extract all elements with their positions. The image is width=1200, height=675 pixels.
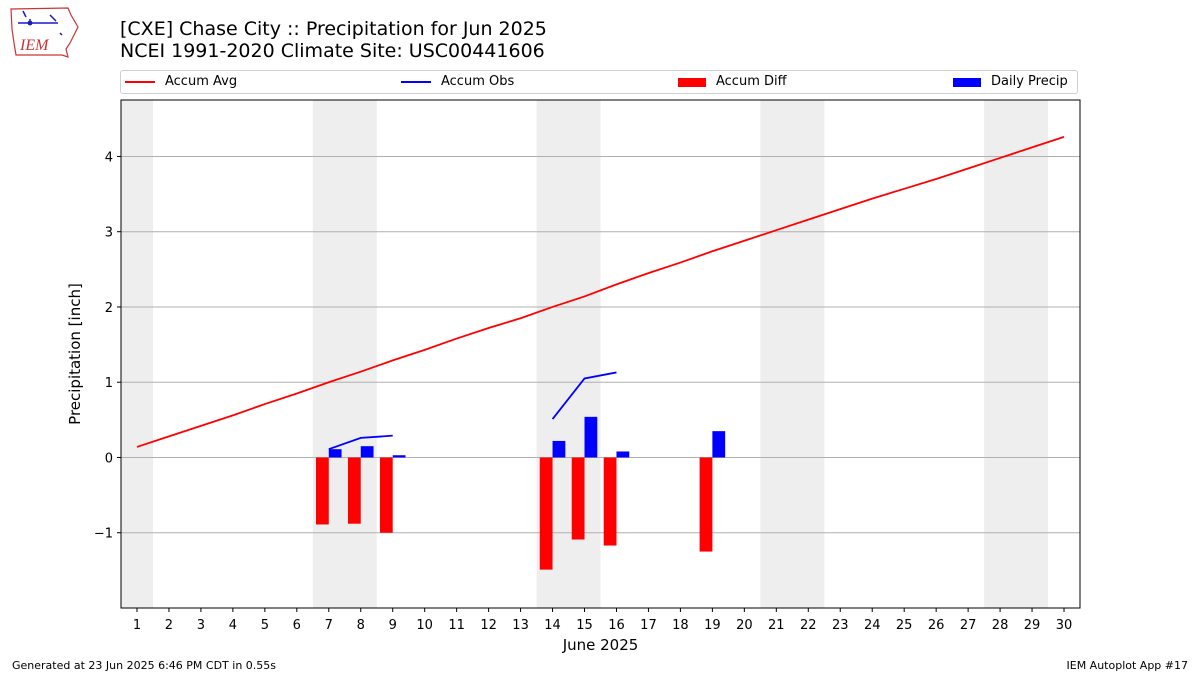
daily-precip-bar (552, 440, 566, 458)
x-tick-label: 2 (165, 618, 173, 633)
x-tick-label: 14 (544, 618, 561, 633)
x-tick-label: 27 (960, 618, 977, 633)
x-tick-label: 10 (416, 618, 433, 633)
legend-label: Daily Precip (991, 74, 1068, 89)
legend-swatch (953, 77, 981, 87)
legend-item-daily-precip: Daily Precip (953, 74, 1068, 90)
x-tick-label: 21 (768, 618, 785, 633)
chart-title: [CXE] Chase City :: Precipitation for Ju… (120, 18, 547, 62)
legend-item-accum-avg: Accum Avg (125, 74, 237, 90)
plot-frame (120, 99, 1081, 609)
x-tick-label: 19 (704, 618, 721, 633)
x-tick-label: 26 (928, 618, 945, 633)
x-tick-label: 28 (992, 618, 1009, 633)
legend-label: Accum Obs (441, 74, 515, 89)
footer-app: IEM Autoplot App #17 (1066, 659, 1189, 672)
x-tick-label: 9 (389, 618, 397, 633)
legend-item-accum-diff: Accum Diff (678, 74, 787, 90)
x-tick-label: 4 (229, 618, 237, 633)
legend-label: Accum Avg (165, 74, 238, 89)
x-tick-label: 20 (736, 618, 753, 633)
x-tick-label: 15 (576, 618, 593, 633)
y-tick-label: 2 (105, 301, 113, 316)
legend-label: Accum Diff (716, 74, 787, 89)
x-tick-label: 6 (293, 618, 301, 633)
accum-diff-bar (539, 457, 553, 570)
iem-logo-text: IEM (19, 37, 50, 54)
y-axis-label: Precipitation [inch] (66, 283, 84, 425)
x-tick-label: 22 (800, 618, 817, 633)
x-tick-label: 11 (448, 618, 465, 633)
x-tick-label: 13 (512, 618, 529, 633)
daily-precip-bar (328, 449, 342, 458)
y-tick-label: 4 (105, 150, 113, 165)
daily-precip-bar (360, 446, 374, 458)
x-tick-label: 8 (357, 618, 365, 633)
accum-diff-bar (571, 457, 585, 540)
accum-diff-bar (347, 457, 361, 524)
accum-diff-bar (315, 457, 329, 525)
x-tick-label: 29 (1024, 618, 1041, 633)
x-tick-label: 1 (133, 618, 141, 633)
daily-precip-bar (712, 431, 726, 458)
x-axis-label: June 2025 (562, 636, 639, 654)
y-tick-label: −1 (94, 527, 113, 542)
daily-precip-bar (584, 416, 598, 458)
x-tick-label: 7 (325, 618, 333, 633)
y-tick-label: 3 (105, 226, 113, 241)
iowa-outline-icon (10, 7, 79, 58)
x-tick-label: 16 (608, 618, 625, 633)
x-tick-label: 3 (197, 618, 205, 633)
x-tick-label: 18 (672, 618, 689, 633)
accum-diff-bar (379, 457, 393, 533)
x-tick-label: 23 (832, 618, 849, 633)
y-tick-label: 0 (105, 451, 113, 466)
y-tick-label: 1 (105, 376, 113, 391)
x-tick-label: 25 (896, 618, 913, 633)
legend-swatch (401, 81, 431, 83)
accum-obs-line (551, 371, 617, 420)
weekend-shade (121, 100, 153, 608)
weekend-shade (984, 100, 1049, 608)
iem-logo: IEM (10, 7, 79, 58)
title-line-2: NCEI 1991-2020 Climate Site: USC00441606 (120, 40, 545, 62)
x-tick-label: 5 (261, 618, 269, 633)
x-tick-label: 30 (1056, 618, 1073, 633)
legend-swatch (125, 81, 155, 83)
daily-precip-bar (392, 455, 406, 458)
accum-diff-bar (699, 457, 713, 552)
legend-item-accum-obs: Accum Obs (401, 74, 514, 90)
legend: Accum Avg Accum Obs Accum Diff Daily Pre… (120, 70, 1078, 94)
weekend-shade (312, 100, 377, 608)
title-line-1: [CXE] Chase City :: Precipitation for Ju… (120, 18, 547, 40)
x-tick-label: 17 (640, 618, 657, 633)
x-tick-label: 24 (864, 618, 881, 633)
accum-obs-line (328, 434, 393, 451)
footer-generated: Generated at 23 Jun 2025 6:46 PM CDT in … (12, 659, 277, 672)
weekend-shade (760, 100, 825, 608)
accum-diff-bar (603, 457, 617, 546)
daily-precip-bar (616, 451, 630, 458)
legend-swatch (678, 77, 706, 87)
x-tick-label: 12 (480, 618, 497, 633)
accum-avg-line (136, 136, 1065, 448)
